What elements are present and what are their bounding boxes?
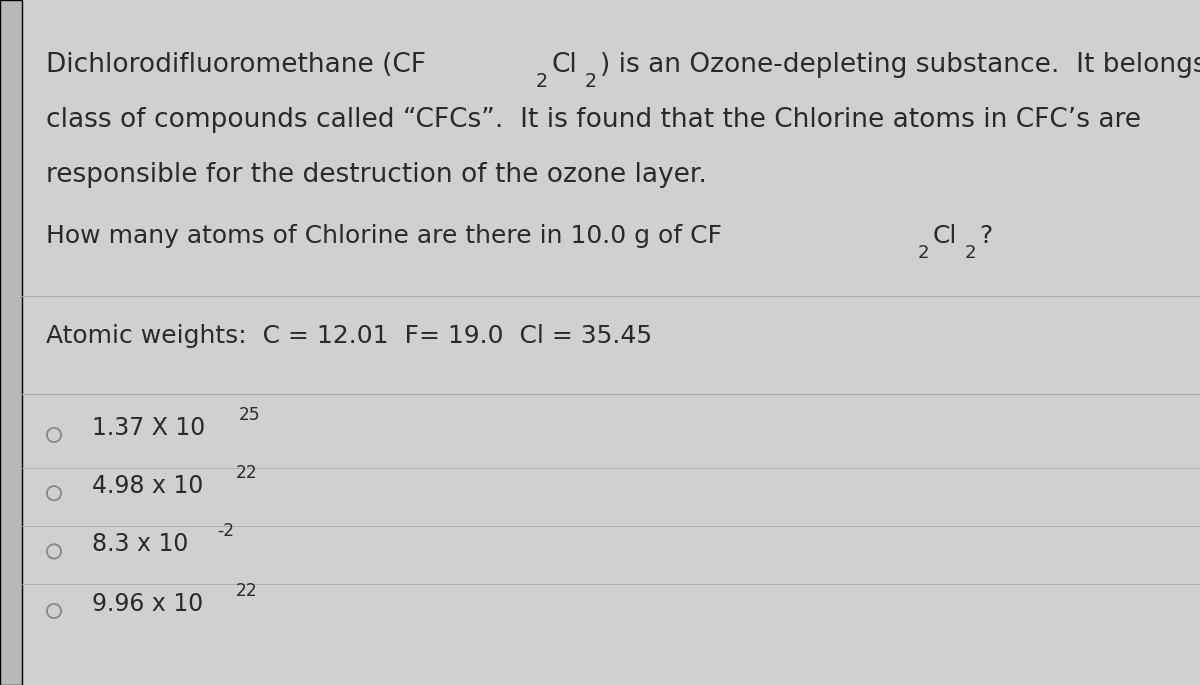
Text: Cl: Cl	[932, 224, 958, 248]
Text: 2: 2	[918, 245, 929, 262]
Text: 22: 22	[236, 582, 258, 600]
Text: 1.37 X 10: 1.37 X 10	[92, 416, 205, 440]
Text: 2: 2	[964, 245, 976, 262]
Text: ?: ?	[979, 224, 992, 248]
Text: 2: 2	[584, 72, 596, 91]
FancyBboxPatch shape	[0, 0, 22, 685]
Text: -2: -2	[217, 523, 234, 540]
Text: Dichlorodifluoromethane (CF: Dichlorodifluoromethane (CF	[46, 52, 426, 78]
Text: How many atoms of Chlorine are there in 10.0 g of CF: How many atoms of Chlorine are there in …	[46, 224, 721, 248]
Text: 8.3 x 10: 8.3 x 10	[92, 532, 188, 556]
Text: 4.98 x 10: 4.98 x 10	[92, 474, 204, 498]
Text: 2: 2	[536, 72, 548, 91]
Text: 9.96 x 10: 9.96 x 10	[92, 592, 204, 616]
Text: ) is an Ozone-depleting substance.  It belongs to a: ) is an Ozone-depleting substance. It be…	[600, 52, 1200, 78]
Text: 25: 25	[239, 406, 260, 424]
Text: Cl: Cl	[552, 52, 577, 78]
Text: 22: 22	[236, 464, 258, 482]
Text: Atomic weights:  C = 12.01  F= 19.0  Cl = 35.45: Atomic weights: C = 12.01 F= 19.0 Cl = 3…	[46, 323, 652, 347]
Text: responsible for the destruction of the ozone layer.: responsible for the destruction of the o…	[46, 162, 707, 188]
Text: class of compounds called “CFCs”.  It is found that the Chlorine atoms in CFC’s : class of compounds called “CFCs”. It is …	[46, 107, 1140, 133]
